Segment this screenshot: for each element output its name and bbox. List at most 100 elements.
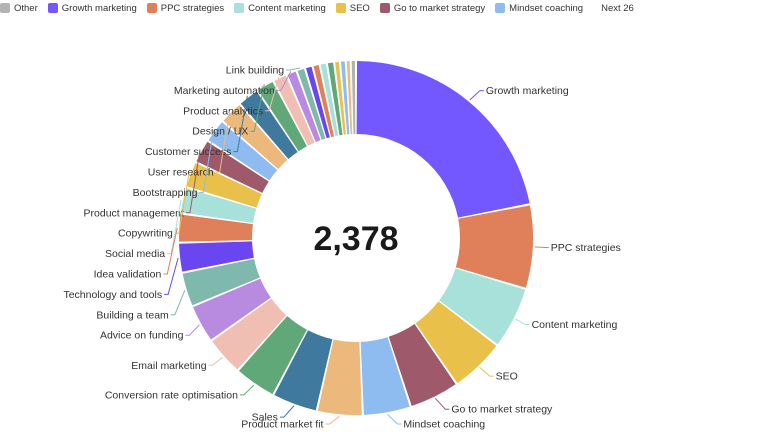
slice-label-bootstrapping: Bootstrapping	[133, 187, 198, 199]
leader-line-building-a-team	[170, 290, 186, 316]
slice-label-conversion-rate-optimisation: Conversion rate optimisation	[105, 389, 238, 401]
slice-label-marketing-automation: Marketing automation	[174, 85, 275, 97]
slice-technology-and-tools[interactable]	[179, 241, 254, 272]
legend-label: Mindset coaching	[509, 2, 584, 14]
slice-unlabeled-29[interactable]	[340, 61, 350, 135]
slice-product-analytics[interactable]	[274, 75, 315, 146]
slice-unlabeled-31[interactable]	[351, 61, 356, 135]
leader-line-go-to-market-strategy	[434, 398, 450, 410]
legend-swatch	[495, 3, 506, 13]
legend-swatch	[47, 3, 58, 13]
slice-label-advice-on-funding: Advice on funding	[100, 330, 184, 342]
leader-line-email-marketing	[208, 356, 223, 366]
leader-line-marketing-automation	[276, 71, 292, 91]
leader-line-product-market-fit	[325, 415, 340, 425]
legend-label: Go to market strategy	[393, 2, 486, 14]
slice-email-marketing[interactable]	[212, 298, 287, 370]
legend-next-page-link[interactable]: Next 26	[601, 2, 634, 14]
leader-line-design-ux	[250, 84, 265, 132]
leader-line-conversion-rate-optimisation	[239, 384, 255, 396]
legend-item-go-to-market-strategy[interactable]: Go to market strategy	[379, 2, 486, 14]
total-count: 2,378	[313, 220, 398, 258]
slice-copywriting[interactable]	[186, 163, 262, 208]
legend-item-growth-marketing[interactable]: Growth marketing	[47, 2, 137, 14]
slice-label-design-ux: Design / UX	[192, 126, 248, 138]
slice-product-management[interactable]	[196, 141, 269, 193]
slice-unlabeled-26[interactable]	[320, 63, 339, 137]
leader-line-product-analytics	[265, 76, 280, 112]
slice-ppc-strategies[interactable]	[455, 205, 533, 288]
leader-line-growth-marketing	[469, 90, 484, 101]
slice-social-media[interactable]	[180, 188, 257, 223]
leader-line-sales	[279, 405, 295, 418]
legend-swatch	[379, 3, 390, 13]
slice-label-go-to-market-strategy: Go to market strategy	[451, 404, 553, 416]
leader-line-product-management	[185, 150, 201, 214]
slice-label-customer-success: Customer success	[145, 146, 231, 158]
slice-unlabeled-25[interactable]	[313, 64, 335, 138]
leader-line-link-building	[286, 67, 301, 71]
slice-unlabeled-27[interactable]	[327, 62, 343, 136]
slice-label-product-analytics: Product analytics	[183, 105, 263, 117]
slice-label-building-a-team: Building a team	[96, 309, 169, 321]
leader-line-user-research	[215, 111, 231, 173]
slice-growth-marketing[interactable]	[356, 61, 530, 218]
slice-conversion-rate-optimisation[interactable]	[239, 316, 307, 395]
legend-swatch	[234, 3, 245, 13]
slice-label-growth-marketing: Growth marketing	[486, 85, 569, 97]
slice-label-link-building: Link building	[226, 65, 285, 77]
leader-line-content-marketing	[515, 318, 530, 326]
slice-content-marketing[interactable]	[439, 268, 526, 345]
slice-label-product-management: Product management	[84, 207, 184, 219]
slice-advice-on-funding[interactable]	[193, 278, 271, 340]
slice-go-to-market-strategy[interactable]	[388, 323, 456, 406]
slice-design-ux[interactable]	[258, 81, 307, 152]
slice-label-mindset-coaching: Mindset coaching	[403, 419, 485, 431]
slice-building-a-team[interactable]	[182, 258, 260, 306]
slice-label-idea-validation: Idea validation	[94, 269, 162, 281]
slice-label-user-research: User research	[148, 167, 214, 179]
legend-label: Other	[14, 2, 38, 14]
slice-customer-success[interactable]	[240, 91, 298, 160]
slice-label-social-media: Social media	[105, 248, 165, 260]
slice-seo[interactable]	[415, 301, 497, 384]
slice-unlabeled-28[interactable]	[335, 61, 346, 135]
leader-line-technology-and-tools	[164, 257, 179, 295]
leader-line-seo	[479, 367, 494, 377]
legend-swatch	[335, 3, 346, 13]
legend-label: Content marketing	[248, 2, 326, 14]
slice-mindset-coaching[interactable]	[360, 337, 410, 415]
legend-label: SEO	[349, 2, 370, 14]
slice-marketing-automation[interactable]	[287, 71, 321, 143]
legend-item-ppc-strategies[interactable]: PPC strategies	[146, 2, 225, 14]
legend-item-seo[interactable]: SEO	[335, 2, 370, 14]
leader-line-ppc-strategies	[534, 246, 549, 248]
legend-item-mindset-coaching[interactable]: Mindset coaching	[495, 3, 583, 14]
slice-idea-validation[interactable]	[178, 214, 253, 242]
slice-label-ppc-strategies: PPC strategies	[551, 242, 621, 254]
slice-label-content-marketing: Content marketing	[532, 319, 618, 331]
slice-label-sales: Sales	[252, 412, 278, 424]
slice-unlabeled-30[interactable]	[346, 61, 353, 135]
leader-line-advice-on-funding	[185, 324, 200, 336]
leader-line-mindset-coaching	[387, 413, 402, 425]
slice-label-seo: SEO	[496, 371, 518, 383]
slice-product-market-fit[interactable]	[317, 339, 362, 415]
legend-item-content-marketing[interactable]: Content marketing	[234, 3, 326, 14]
legend-label: PPC strategies	[160, 2, 225, 14]
legend-swatch	[146, 3, 157, 13]
legend-label: Growth marketing	[61, 2, 137, 14]
leader-line-customer-success	[233, 95, 248, 153]
slice-unlabeled-24[interactable]	[306, 66, 330, 139]
legend-swatch	[0, 3, 10, 13]
slice-link-building[interactable]	[297, 68, 326, 140]
legend-item-other[interactable]: Other	[0, 3, 38, 14]
slice-user-research[interactable]	[223, 104, 288, 170]
leader-line-idea-validation	[163, 227, 178, 275]
slice-label-technology-and-tools: Technology and tools	[63, 289, 162, 301]
slice-sales[interactable]	[274, 330, 333, 411]
leader-line-bootstrapping	[199, 129, 214, 193]
slice-label-copywriting: Copywriting	[118, 228, 173, 240]
slice-label-product-market-fit: Product market fit	[241, 419, 323, 431]
leader-line-social-media	[167, 199, 182, 255]
